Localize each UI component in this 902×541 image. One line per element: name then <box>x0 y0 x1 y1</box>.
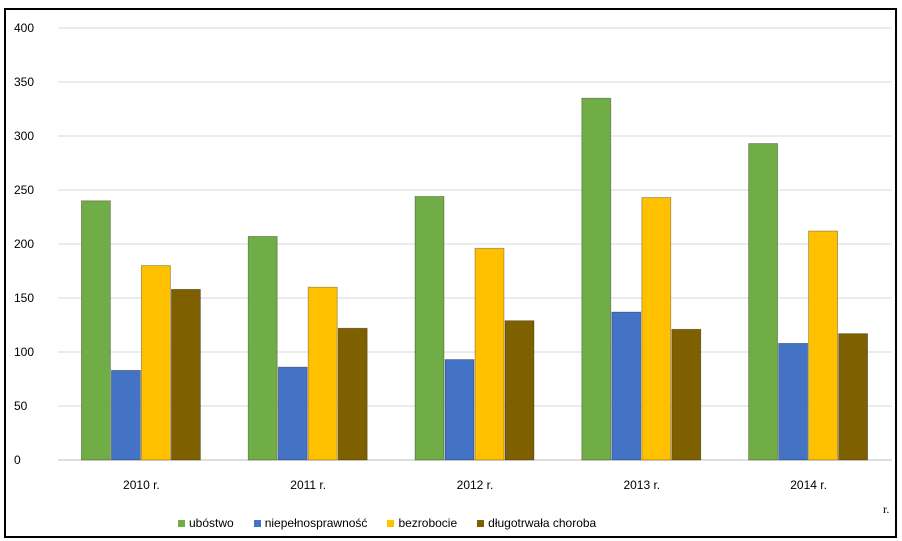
bar <box>808 230 838 461</box>
legend-label: długotrwała choroba <box>488 516 597 530</box>
legend-item: bezrobocie <box>387 516 457 530</box>
y-tick-label: 300 <box>14 129 34 143</box>
y-tick-label: 400 <box>14 21 34 35</box>
bar <box>474 247 505 461</box>
bar <box>504 320 535 461</box>
legend: ubóstwo niepełnosprawność bezrobocie długot… <box>178 514 596 532</box>
legend-swatch <box>387 519 395 527</box>
bar <box>581 97 612 461</box>
legend-label: niepełnosprawność <box>264 516 368 530</box>
y-tick-label: 200 <box>14 237 34 251</box>
y-tick-label: 0 <box>14 453 21 467</box>
bar <box>111 369 141 461</box>
bar <box>81 200 111 461</box>
legend-item: niepełnosprawność <box>253 516 368 530</box>
x-axis-labels: 2010 r. 2011 r. 2012 r. 2013 r. 2014 r. <box>123 478 827 492</box>
bar <box>170 288 201 461</box>
bar <box>337 327 368 461</box>
y-tick-label: 150 <box>14 291 34 305</box>
x-tick-label: 2013 r. <box>623 478 660 492</box>
stray-text: r. <box>883 502 890 516</box>
legend-swatch <box>253 519 261 527</box>
y-tick-label: 350 <box>14 75 34 89</box>
legend-swatch <box>178 519 185 527</box>
x-tick-label: 2010 r. <box>123 478 160 492</box>
bar <box>671 328 702 461</box>
y-tick-label: 50 <box>14 399 28 413</box>
y-tick-label: 100 <box>14 345 34 359</box>
x-tick-label: 2014 r. <box>790 478 827 492</box>
bar <box>641 197 672 461</box>
y-axis-labels: 0 50 100 150 200 250 300 350 400 <box>14 21 34 467</box>
bar <box>247 236 278 461</box>
bar <box>748 143 778 461</box>
bar <box>140 265 171 461</box>
bars <box>81 97 868 461</box>
legend-label: ubóstwo <box>189 516 234 530</box>
bar <box>414 196 445 461</box>
legend-item: długotrwała choroba <box>477 516 596 530</box>
x-tick-label: 2012 r. <box>457 478 494 492</box>
legend-swatch <box>477 519 485 527</box>
bar <box>307 286 338 461</box>
legend-label: bezrobocie <box>398 516 458 530</box>
x-tick-label: 2011 r. <box>290 478 326 492</box>
bar <box>611 311 642 461</box>
bar <box>444 359 475 461</box>
legend-item: ubóstwo <box>178 516 234 530</box>
bar <box>778 342 808 461</box>
bar <box>838 333 868 461</box>
bar <box>277 366 308 461</box>
y-tick-label: 250 <box>14 183 34 197</box>
